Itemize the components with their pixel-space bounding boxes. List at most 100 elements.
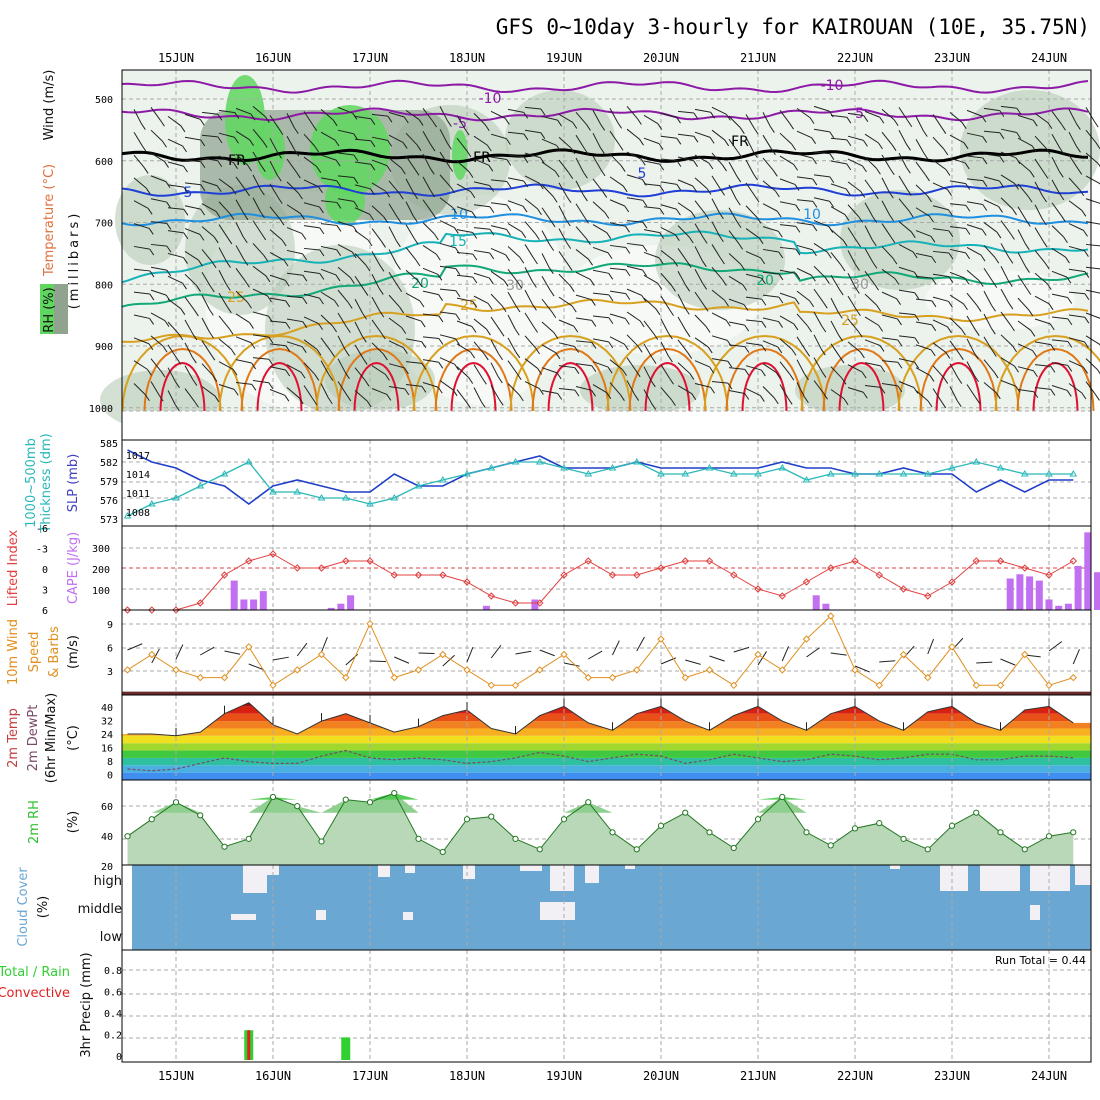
wind-barb-flag — [686, 261, 692, 268]
rh-2m-point — [294, 803, 301, 810]
wind-barb-flag — [1076, 146, 1081, 153]
wind-barb-flag — [945, 169, 951, 176]
wind-barb — [490, 339, 500, 355]
wind-barb-flag — [1041, 218, 1047, 226]
wind-barb — [932, 136, 945, 150]
wind-barb-flag — [658, 257, 664, 265]
wind-barb-flag — [200, 184, 206, 192]
wind-barb — [898, 198, 910, 212]
wind-barb-flag — [991, 350, 997, 357]
wind-barb-flag — [824, 277, 830, 284]
wind-barb — [456, 229, 473, 234]
wind-barb — [711, 175, 722, 190]
wind-barb-flag — [893, 119, 899, 127]
wind-barb-flag — [1075, 123, 1081, 130]
wind-barb-flag — [838, 288, 844, 296]
wind-barb — [337, 381, 348, 396]
wind-barb-flag — [608, 341, 614, 349]
wind-barb — [976, 661, 993, 664]
wind-barb — [796, 107, 811, 119]
cloud-gap — [231, 914, 256, 920]
wind-barb-flag — [1032, 119, 1038, 127]
wind-barb — [609, 244, 626, 248]
wind-barb — [575, 180, 584, 196]
thickness-point — [293, 488, 302, 495]
wind-barb — [847, 295, 857, 311]
wind-barb — [677, 179, 693, 187]
thickness-point — [123, 512, 132, 519]
wind-barb-flag — [1063, 236, 1068, 244]
wind-speed-point — [269, 681, 277, 690]
wind-barb-flag — [706, 188, 712, 195]
wind-barb — [864, 385, 881, 388]
wind-barb — [151, 648, 160, 664]
date-label-bottom: 18JUN — [449, 1069, 485, 1083]
wind-barb-flag — [557, 119, 562, 127]
cloud-level-label: low — [100, 930, 123, 945]
wind-barb — [388, 226, 397, 242]
lifted-index-point — [1045, 571, 1053, 579]
rh-moist-area — [505, 90, 615, 190]
wind-barb-flag — [702, 283, 708, 290]
wind-speed-point — [536, 666, 544, 674]
wind-barb — [1048, 641, 1063, 652]
wind-barb — [167, 207, 184, 210]
wind-barb-flag — [1025, 266, 1030, 273]
wind-barb — [1017, 229, 1026, 245]
wind-barb — [388, 317, 403, 329]
wind-barb-flag — [318, 186, 323, 194]
wind-barb-flag — [685, 330, 691, 338]
wind-barb-flag — [927, 195, 932, 203]
wind-barb-flag — [318, 323, 323, 330]
wind-barb-flag — [980, 254, 986, 262]
wind-barb — [733, 646, 750, 653]
cloud-level-label: middle — [78, 902, 122, 917]
wind-barb — [150, 312, 166, 322]
diurnal-isotherm — [644, 361, 691, 412]
lifted-index-point — [875, 571, 884, 579]
wind-barb-flag — [344, 349, 350, 357]
wind-barb-flag — [1084, 341, 1089, 349]
wind-barb — [133, 291, 150, 295]
wind-barb — [456, 115, 466, 130]
wind-barb — [184, 342, 193, 358]
wind-barb-flag — [470, 191, 476, 199]
wind-barb — [745, 342, 762, 346]
wind-barb — [1051, 225, 1064, 238]
wind-barb — [269, 229, 283, 241]
wind-barb-flag — [250, 342, 256, 349]
wind-barb-flag — [196, 285, 201, 292]
wind-barb-flag — [1093, 120, 1099, 128]
wind-barb-flag — [488, 164, 494, 172]
wind-barb — [541, 321, 555, 333]
cape-bar — [1016, 574, 1024, 610]
wind-barb — [915, 138, 925, 154]
wind-barb-flag — [735, 198, 741, 206]
wind-barb-flag — [673, 260, 679, 267]
wind-barb-flag — [829, 131, 835, 139]
wind-barb-flag — [183, 165, 188, 173]
wind-barb-flag — [704, 213, 710, 220]
wind-barb-flag — [863, 140, 868, 147]
thickness-point — [414, 482, 423, 489]
wind-barb — [490, 110, 506, 119]
wind-barb — [796, 336, 807, 351]
wind-barb-flag — [1050, 344, 1056, 351]
rh-2m-point — [318, 838, 325, 845]
wind-barb-flag — [413, 238, 419, 245]
wind-barb — [303, 362, 316, 375]
cape-bar — [482, 605, 490, 610]
wind-barb-flag — [1031, 145, 1037, 153]
diurnal-isotherm — [703, 334, 826, 412]
wind-barb — [762, 203, 778, 212]
wind-barb-flag — [807, 325, 813, 333]
cloud-gap — [378, 865, 390, 877]
wind-barb-flag — [301, 233, 307, 240]
wind-barb — [1051, 111, 1062, 125]
rh-legend-swatch — [40, 284, 54, 334]
wind-barb — [422, 313, 439, 317]
wind-barb-flag — [948, 230, 954, 238]
wind-barb-flag — [1012, 345, 1017, 353]
wind-barb-flag — [821, 325, 827, 333]
wind-barb — [711, 106, 727, 115]
